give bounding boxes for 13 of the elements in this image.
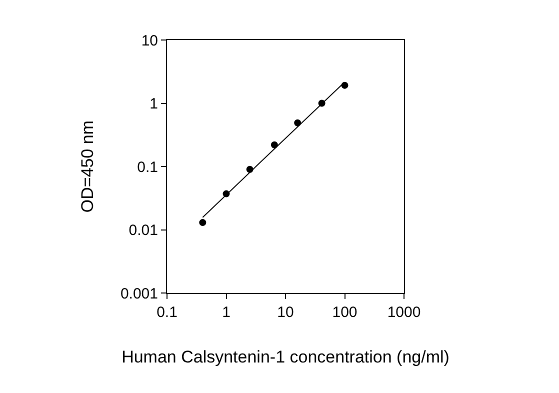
y-tick-label: 1	[150, 96, 158, 112]
y-axis-title: OD=450 nm	[78, 120, 98, 213]
y-tick-label: 0.001	[120, 285, 158, 302]
point	[199, 219, 206, 226]
x-tick-label: 1000	[387, 304, 421, 321]
y-tick-label: 10	[141, 32, 158, 50]
y-tick-label: 0.01	[128, 222, 158, 239]
x-tick-label: 100	[332, 304, 358, 321]
x-tick-label: 10	[277, 304, 294, 321]
x-axis-title: Human Calsyntenin-1 concentration (ng/ml)	[122, 347, 450, 366]
x-tick-label: 1	[222, 304, 230, 321]
y-tick-label: 0.1	[137, 158, 158, 176]
x-tick-label: 0.1	[156, 304, 178, 321]
